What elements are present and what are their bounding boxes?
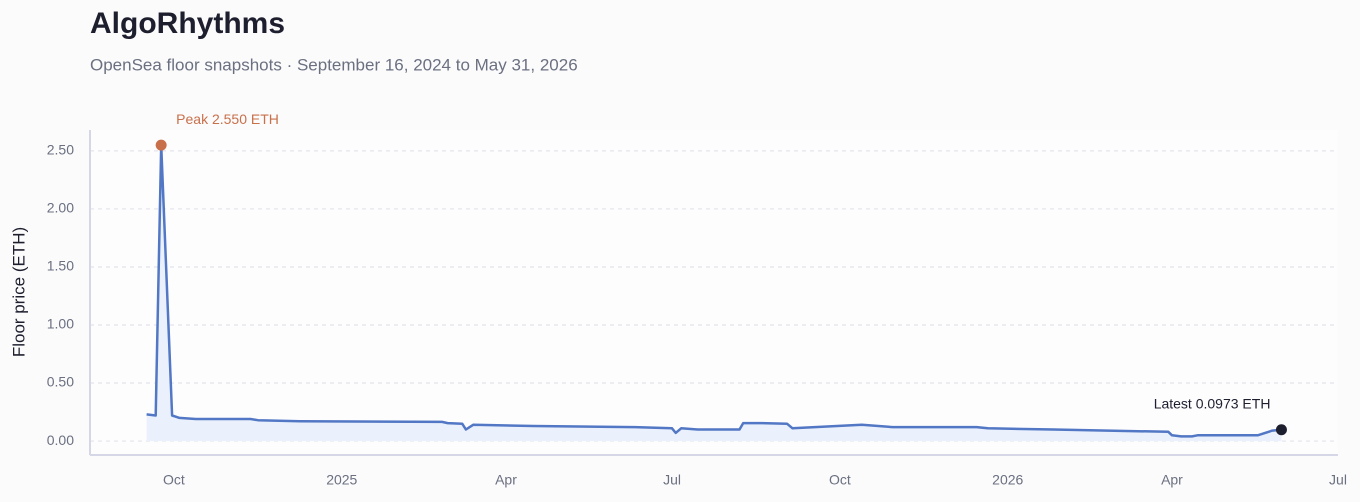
x-tick-label: Jul — [663, 472, 681, 488]
x-tick-label: Apr — [495, 472, 517, 488]
x-tick-label: 2026 — [992, 472, 1023, 488]
x-tick-label: Apr — [1161, 472, 1183, 488]
y-tick-label: 1.50 — [47, 258, 74, 274]
annotation-label: Peak 2.550 ETH — [176, 111, 279, 127]
y-tick-label: 2.50 — [47, 142, 74, 158]
chart-subtitle: OpenSea floor snapshots · September 16, … — [90, 55, 578, 74]
y-axis-label: Floor price (ETH) — [9, 227, 28, 357]
chart-title: AlgoRhythms — [90, 7, 285, 40]
x-tick-label: Oct — [829, 472, 851, 488]
y-tick-label: 1.00 — [47, 316, 74, 332]
annotation-marker — [155, 139, 167, 151]
y-tick-label: 0.50 — [47, 374, 74, 390]
x-tick-label: 2025 — [326, 472, 357, 488]
annotation-marker — [1275, 424, 1287, 436]
line — [146, 143, 1282, 438]
x-tick-label: Jul — [1329, 472, 1347, 488]
plot-area — [90, 130, 1338, 455]
annotation-label: Latest 0.0973 ETH — [1154, 395, 1271, 411]
y-tick-label: 2.00 — [47, 200, 74, 216]
x-tick-label: Oct — [163, 472, 185, 488]
y-tick-label: 0.00 — [47, 432, 74, 448]
